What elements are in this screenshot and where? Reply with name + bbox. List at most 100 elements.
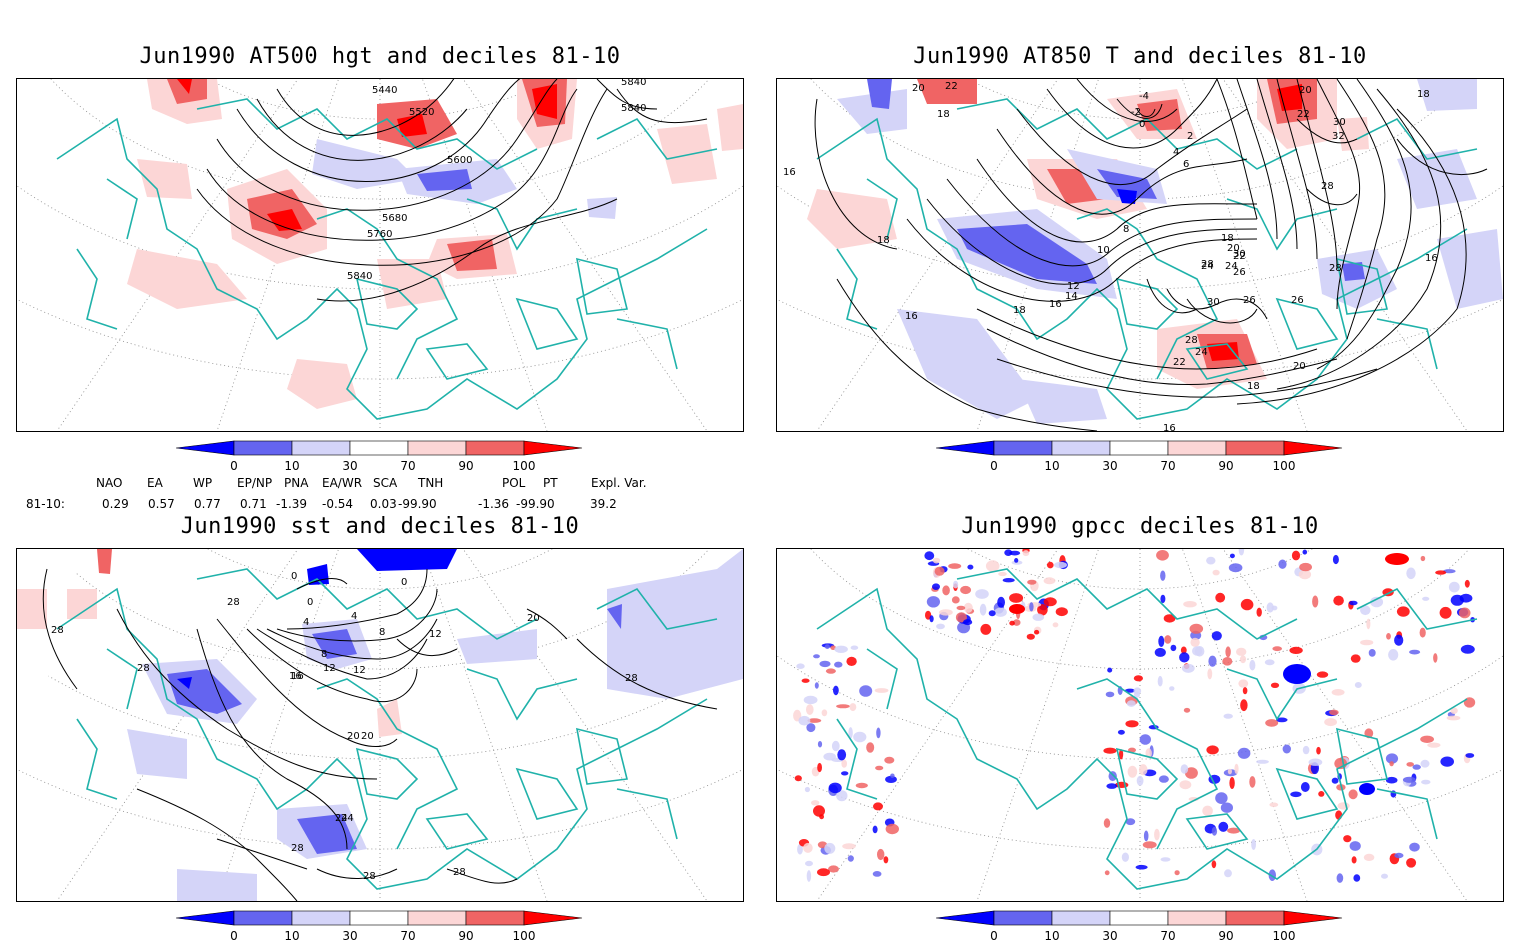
- precip-cell: [1396, 606, 1410, 617]
- precip-cell: [1052, 622, 1059, 628]
- colorbar-tick-label: 100: [512, 929, 536, 943]
- index-value: 0.71: [240, 497, 267, 511]
- precip-cell: [1381, 873, 1388, 879]
- precip-cell: [819, 660, 831, 668]
- contour-label: 24: [1201, 261, 1214, 272]
- precip-cell: [1289, 646, 1303, 654]
- precip-cell: [1047, 561, 1054, 569]
- precip-cell: [1389, 761, 1394, 767]
- contour-label: 16: [1425, 253, 1438, 264]
- colorbar-swatches: [175, 910, 583, 926]
- precip-cell: [1440, 756, 1454, 767]
- precip-cell: [1192, 646, 1203, 656]
- precip-cell: [885, 775, 897, 783]
- contour-label: 14: [1065, 291, 1078, 302]
- precip-cell: [1156, 550, 1169, 561]
- colorbar-tick-label: 10: [1044, 459, 1060, 473]
- contour-label: 28: [137, 663, 150, 674]
- colorbar-swatch: [465, 910, 525, 926]
- precip-cell: [1312, 595, 1319, 608]
- precip-cell: [1133, 675, 1143, 682]
- coastlines: [56, 568, 718, 890]
- precip-cell: [1234, 763, 1239, 774]
- precip-cell: [876, 727, 881, 739]
- precip-cell: [1207, 668, 1213, 680]
- decile-shading: [807, 79, 1503, 424]
- colorbar-swatch: [935, 910, 995, 926]
- precip-cell: [1324, 718, 1337, 727]
- precip-cell: [1055, 607, 1068, 617]
- precip-cell: [1169, 686, 1175, 691]
- precip-cell: [1360, 605, 1371, 616]
- colorbar-swatches: [935, 910, 1343, 926]
- precip-cell: [806, 723, 816, 733]
- precip-cell: [1251, 839, 1256, 850]
- precip-cell: [797, 844, 803, 855]
- contour-label: 28: [363, 871, 376, 882]
- precip-cell: [1227, 827, 1241, 834]
- precip-cell: [1181, 663, 1195, 673]
- precip-cell: [1229, 777, 1235, 789]
- index-row-label: 81-10:: [26, 497, 65, 511]
- index-value: 39.2: [590, 497, 617, 511]
- precip-cell: [934, 566, 945, 576]
- colorbar-tick-label: 100: [512, 459, 536, 473]
- precip-cell: [1420, 735, 1434, 743]
- precip-cell: [873, 802, 883, 811]
- precip-cell: [1211, 631, 1222, 641]
- precip-cell: [994, 607, 1007, 617]
- contour-label: 16: [289, 671, 302, 682]
- contour-label: 20: [361, 731, 374, 742]
- contour-label: 18: [1221, 233, 1234, 244]
- panel-title-sst: Jun1990 sst and deciles 81-10: [180, 514, 580, 539]
- index-value: -0.54: [322, 497, 354, 511]
- precip-cell: [1337, 802, 1350, 810]
- contour-label: 28: [51, 625, 64, 636]
- contour-label: 16: [1049, 299, 1062, 310]
- index-value: 0.03: [370, 497, 397, 511]
- precip-cell: [1190, 637, 1200, 647]
- contour-label: -2: [1131, 107, 1141, 118]
- precip-cell: [1138, 764, 1148, 776]
- precip-cell: [794, 775, 802, 782]
- index-header: PT: [543, 476, 558, 490]
- precip-cell: [836, 704, 850, 709]
- contour-label: 5680: [382, 213, 407, 224]
- precip-cell: [1291, 550, 1301, 561]
- contour-label: 16: [905, 311, 918, 322]
- precip-cell: [824, 644, 830, 649]
- precip-cell: [1464, 579, 1470, 588]
- precip-cell: [821, 709, 828, 717]
- precip-cell: [1009, 604, 1025, 614]
- precip-cell: [1012, 619, 1021, 626]
- colorbar-tick-label: 10: [284, 929, 300, 943]
- precip-cell: [1103, 747, 1117, 754]
- precip-cell: [1105, 691, 1115, 698]
- precip-cell: [1238, 679, 1249, 688]
- precip-cell: [877, 848, 885, 861]
- precip-cell: [1272, 646, 1282, 652]
- precip-cell: [1458, 607, 1471, 619]
- precip-cell: [1240, 699, 1248, 712]
- precip-cell: [806, 704, 814, 715]
- precip-cell: [1119, 749, 1124, 760]
- precip-cell: [836, 790, 848, 802]
- precip-cell: [803, 842, 813, 853]
- precip-cell: [929, 615, 934, 623]
- precip-cell: [803, 695, 818, 705]
- precip-cell: [1336, 873, 1344, 883]
- colorbar-tick-label: 30: [342, 929, 358, 943]
- precip-cell: [1249, 776, 1256, 788]
- precip-cell: [1283, 664, 1311, 684]
- precip-cell: [813, 805, 825, 817]
- decile-shading: [17, 549, 743, 901]
- precip-cell: [988, 610, 996, 617]
- map-t850: 22 20 18 16 18 16 18 16 14 12 10 8 6 4 2…: [776, 78, 1504, 432]
- precip-cell: [1360, 639, 1374, 646]
- contour-labels: 28 28 28 24 20 16 12 8 4 0 0 12 8 4 0 12…: [51, 571, 638, 882]
- colorbar-swatch: [291, 440, 351, 456]
- precip-cell: [1349, 841, 1361, 851]
- precip-cell: [828, 865, 839, 873]
- contour-label: 20: [527, 613, 540, 624]
- colorbar-sst: 0 10 30 70 90 100: [175, 910, 586, 950]
